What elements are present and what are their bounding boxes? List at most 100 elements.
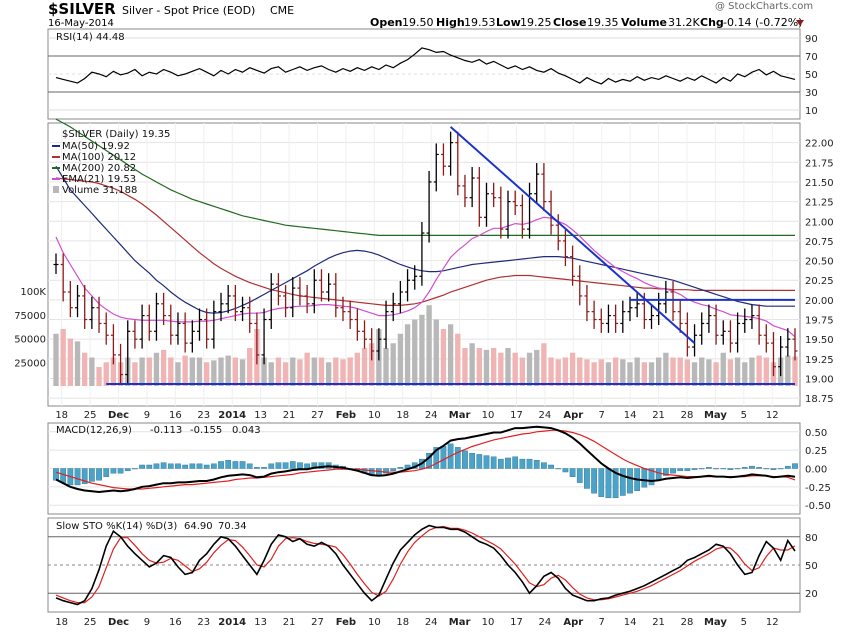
stochastic-layer xyxy=(55,524,796,606)
price-tick-label: 19.50 xyxy=(805,335,834,346)
macd-legend-value: -0.113 xyxy=(150,425,182,436)
volume-bar xyxy=(275,357,282,386)
volume-bar xyxy=(82,352,88,386)
rsi-tick-label: 50 xyxy=(805,70,818,81)
axis-labels-layer: 10 30 50 70 90 18.75 19.00 19.25 19.50 19.75 20.00… xyxy=(14,34,833,628)
macd-histogram-bar xyxy=(670,468,676,474)
macd-histogram-bar xyxy=(103,468,110,477)
volume-layer xyxy=(53,305,798,386)
macd-histogram-bar xyxy=(619,468,626,496)
ma100-line xyxy=(55,177,795,306)
volume-bar xyxy=(390,343,396,386)
macd-histogram-bar xyxy=(96,468,102,481)
downtrend-line xyxy=(449,126,696,344)
volume-legend: Volume 31,188 xyxy=(62,185,137,196)
macd-histogram-bar xyxy=(117,468,124,474)
date-label: 16 xyxy=(169,410,182,421)
volume-bar xyxy=(483,349,490,386)
trendlines-layer xyxy=(106,126,795,385)
ma50-line xyxy=(55,165,795,314)
volume-bar xyxy=(792,356,798,386)
rsi-tick-label: 10 xyxy=(805,106,818,117)
high-label: High xyxy=(436,16,465,29)
macd-histogram-bar xyxy=(533,460,540,469)
date-label: 10 xyxy=(482,617,495,628)
macd-histogram-bar xyxy=(297,462,303,469)
volume-bar xyxy=(325,362,332,386)
macd-histogram-bar xyxy=(677,468,684,472)
macd-histogram-bar xyxy=(289,461,296,469)
macd-hist-value: 0.043 xyxy=(232,425,261,436)
ma50-legend: MA(50) 19.92 xyxy=(62,141,130,152)
macd-histogram-bar xyxy=(749,465,755,469)
symbol-description: Silver - Spot Price (EOD) xyxy=(122,4,255,17)
volume-bar xyxy=(383,348,389,386)
date-label: Mar xyxy=(449,617,471,628)
rsi-legend: RSI(14) 44.48 xyxy=(56,32,125,43)
volume-bar xyxy=(620,359,626,386)
volume-bar xyxy=(670,357,676,386)
date-label: 21 xyxy=(652,410,665,421)
price-tick-label: 20.50 xyxy=(805,257,834,268)
macd-histogram-bar xyxy=(268,463,275,469)
macd-tick-label: 0.50 xyxy=(805,428,827,439)
macd-histogram-bar xyxy=(189,463,196,469)
volume-bar xyxy=(103,362,109,386)
date-label: 13 xyxy=(254,410,267,421)
date-label: 21 xyxy=(283,410,296,421)
volume-bar xyxy=(505,348,511,386)
macd-tick-label: 0.00 xyxy=(805,465,827,476)
volume-bar xyxy=(261,357,267,386)
volume-bar xyxy=(627,362,633,386)
volume-bar xyxy=(225,355,231,386)
exchange-label: CME xyxy=(270,4,294,17)
macd-histogram-bar xyxy=(655,468,662,481)
volume-bar xyxy=(691,362,698,386)
date-label: 24 xyxy=(425,617,438,628)
price-bars-layer xyxy=(53,131,798,384)
stoch-k-value: 64.90 xyxy=(184,521,213,532)
date-label: 18 xyxy=(55,617,68,628)
macd-histogram-bar xyxy=(239,461,246,469)
macd-histogram-bar xyxy=(275,462,282,469)
macd-histogram-bar xyxy=(81,468,88,484)
volume-bar xyxy=(584,359,590,386)
macd-histogram-bar xyxy=(139,464,145,469)
macd-histogram-bar xyxy=(304,463,310,469)
volume-bar xyxy=(347,357,353,386)
volume-bar xyxy=(146,357,152,386)
volume-bar xyxy=(139,357,145,386)
macd-histogram-bar xyxy=(555,468,562,470)
macd-histogram-bar xyxy=(562,468,569,473)
rsi-line xyxy=(55,47,796,85)
macd-layer xyxy=(53,425,798,499)
macd-legend: MACD(12,26,9) -0.113 -0.155 0.043 xyxy=(56,425,261,436)
volume-bar xyxy=(455,333,461,386)
volume-bar xyxy=(526,352,533,386)
volume-bar xyxy=(426,305,432,386)
macd-histogram-bar xyxy=(167,463,174,469)
macd-histogram-bar xyxy=(110,468,117,474)
high-value: 19.53 xyxy=(464,16,496,29)
macd-histogram-bar xyxy=(203,464,210,469)
date-label: 2014 xyxy=(218,617,246,628)
macd-histogram-bar xyxy=(541,462,547,469)
volume-bar xyxy=(720,352,726,386)
volume-bar xyxy=(96,367,102,386)
macd-histogram-bar xyxy=(576,468,583,483)
macd-histogram-bar xyxy=(763,468,770,470)
volume-bar xyxy=(785,355,791,386)
macd-histogram-bar xyxy=(490,456,497,469)
stoch-d-value: 70.34 xyxy=(218,521,247,532)
date-label: 17 xyxy=(510,410,523,421)
volume-bar xyxy=(340,359,346,386)
volume-bar xyxy=(656,357,662,386)
volume-bar xyxy=(512,352,518,386)
volume-bar xyxy=(232,357,239,386)
price-tick-label: 19.25 xyxy=(805,355,834,366)
date-label: 21 xyxy=(283,617,296,628)
macd-histogram-bar xyxy=(261,467,267,469)
volume-bar xyxy=(555,359,561,386)
date-label: 25 xyxy=(84,617,97,628)
date-label: 28 xyxy=(681,617,694,628)
